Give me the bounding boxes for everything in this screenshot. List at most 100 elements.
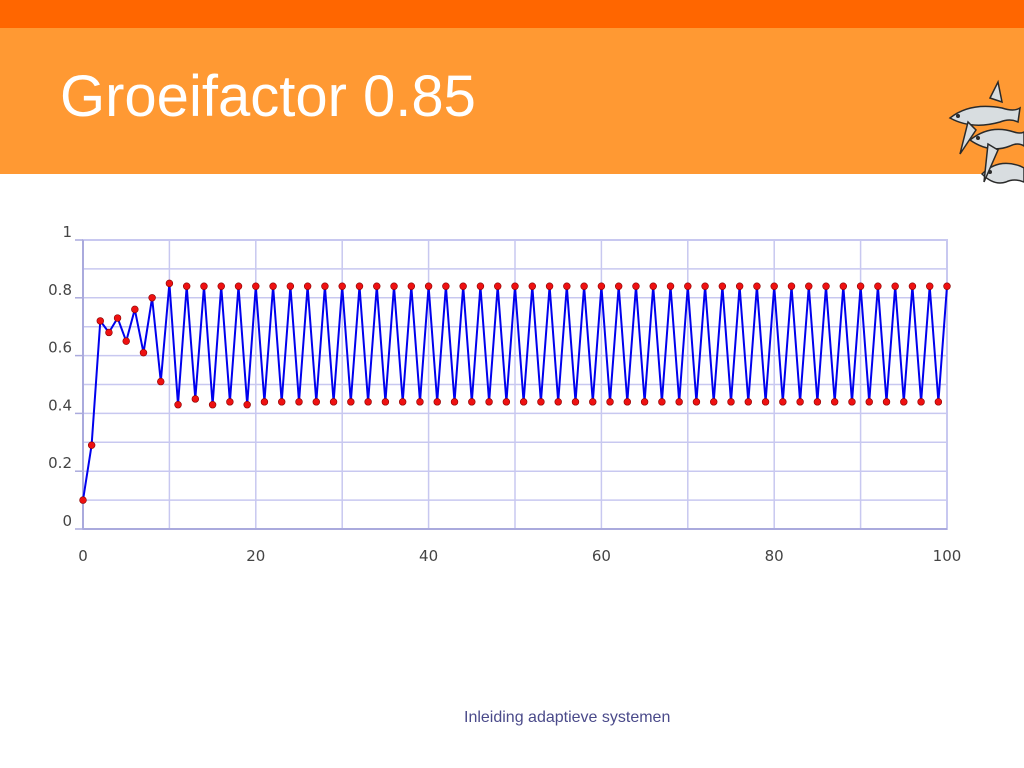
data-point [943,282,951,290]
slide-footer: Inleiding adaptieve systemen [464,709,671,726]
y-tick-label: 0.8 [48,281,72,299]
data-point [182,282,191,290]
data-point [640,398,649,406]
data-point [139,349,148,357]
data-point [442,282,450,290]
x-tick-label: 0 [78,547,88,565]
data-point [191,395,200,403]
data-point [684,282,692,290]
data-point [796,398,804,406]
data-point [632,282,640,290]
data-point [882,398,891,406]
x-tick-label: 80 [765,547,784,565]
x-tick-label: 60 [592,547,611,565]
data-point [390,282,398,290]
data-point [571,398,580,406]
data-point [805,282,813,290]
data-point [770,282,778,290]
data-point [87,441,96,449]
data-point [623,398,632,406]
data-point [926,282,934,290]
data-point [502,398,511,406]
x-tick-label: 100 [933,547,962,565]
data-point [200,282,208,290]
data-point [303,282,312,290]
data-point [373,282,381,290]
data-point [79,496,87,504]
data-point [364,398,372,406]
data-point [934,398,943,406]
y-tick-label: 0 [62,512,72,530]
data-point [580,282,588,290]
data-point [666,282,675,290]
data-point [761,398,770,406]
data-point [347,398,355,406]
y-tick-label: 0.6 [48,339,72,357]
data-point [589,398,597,406]
data-point [718,282,727,290]
data-point [848,398,856,406]
data-point [113,314,122,322]
y-tick-label: 1 [62,223,72,241]
data-point [329,398,338,406]
data-point [614,282,623,290]
data-point [278,398,286,406]
data-point [675,398,683,406]
data-point [545,282,554,290]
data-point [312,398,320,406]
x-tick-label: 20 [246,547,265,565]
data-point [908,282,917,290]
data-point [165,279,174,288]
data-point [692,398,701,406]
data-point [243,401,251,409]
data-point [459,282,467,290]
data-point [476,282,485,290]
y-tick-label: 0.2 [48,454,72,472]
data-point [424,282,433,290]
data-point [295,398,303,406]
data-point [416,398,424,406]
data-point [96,317,104,325]
x-tick-label: 40 [419,547,438,565]
series-points [79,279,951,504]
data-point [735,282,744,290]
data-point [174,401,182,409]
data-point [468,398,476,406]
data-point [217,282,225,290]
data-point [148,294,156,302]
data-point [252,282,260,290]
data-point [917,398,925,406]
y-tick-label: 0.4 [48,396,72,414]
data-point [744,398,752,406]
data-point [839,282,848,290]
data-point [485,398,493,406]
data-point [269,282,277,290]
data-point [407,282,416,290]
top-accent-strip [0,0,1024,28]
data-point [528,282,536,290]
data-point [779,398,787,406]
slide-title: Groeifactor 0.85 [60,64,476,129]
data-point [122,337,130,345]
data-point [822,282,830,290]
data-point [208,401,217,409]
data-point [494,282,502,290]
data-point [900,398,908,406]
data-point [519,398,528,406]
slide-header [0,28,1024,174]
data-point [787,282,796,290]
data-point [234,282,243,290]
data-point [131,305,139,314]
data-point [381,398,390,406]
data-point [891,282,899,290]
data-point [450,398,459,406]
data-point [554,398,562,406]
data-point [649,282,657,290]
data-point [433,398,441,406]
data-point [286,282,295,290]
data-point [830,398,839,406]
data-point [260,398,269,406]
data-point [105,328,113,337]
data-point [511,282,519,290]
data-point [597,282,606,290]
